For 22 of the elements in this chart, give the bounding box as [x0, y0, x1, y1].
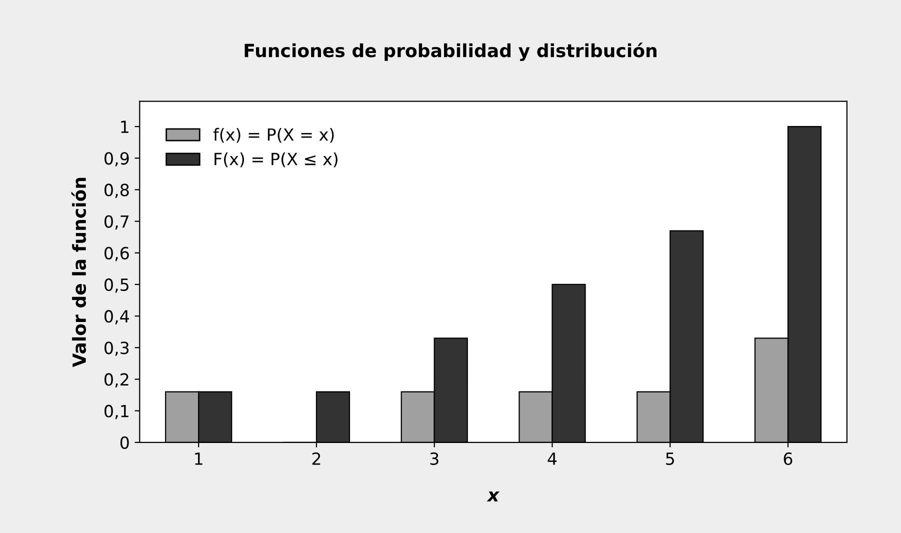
- y-tick-label: 0: [120, 436, 129, 449]
- y-tick-label: 1: [121, 120, 128, 133]
- y-tick-label: 0,9: [104, 152, 129, 166]
- x-tick-label: 3: [430, 452, 438, 466]
- y-tick-label: 0,7: [104, 215, 129, 230]
- y-tick-label: 0,3: [104, 342, 129, 356]
- legend-label: F(x) = P(X ≤ x): [214, 152, 338, 168]
- x-tick-label: 2: [312, 452, 320, 465]
- y-tick-label: 0,6: [104, 246, 129, 262]
- x-tick-label: 1: [195, 452, 202, 465]
- y-tick-label: 0,1: [104, 404, 128, 420]
- legend-label: f(x) = P(X = x): [213, 128, 334, 143]
- x-tick-label: 6: [784, 452, 792, 466]
- x-axis-title: x: [486, 492, 500, 502]
- y-tick-label: 0,5: [104, 278, 128, 293]
- chart-title: Funciones de probabilidad y distribución: [244, 42, 656, 61]
- x-tick-label: 4: [548, 452, 557, 465]
- y-tick-label: 0,4: [104, 310, 129, 324]
- y-tick-label: 0,2: [104, 373, 128, 388]
- x-tick-label: 5: [666, 452, 674, 466]
- y-tick-label: 0,8: [104, 184, 129, 198]
- y-axis-title: Valor de la función: [71, 178, 86, 368]
